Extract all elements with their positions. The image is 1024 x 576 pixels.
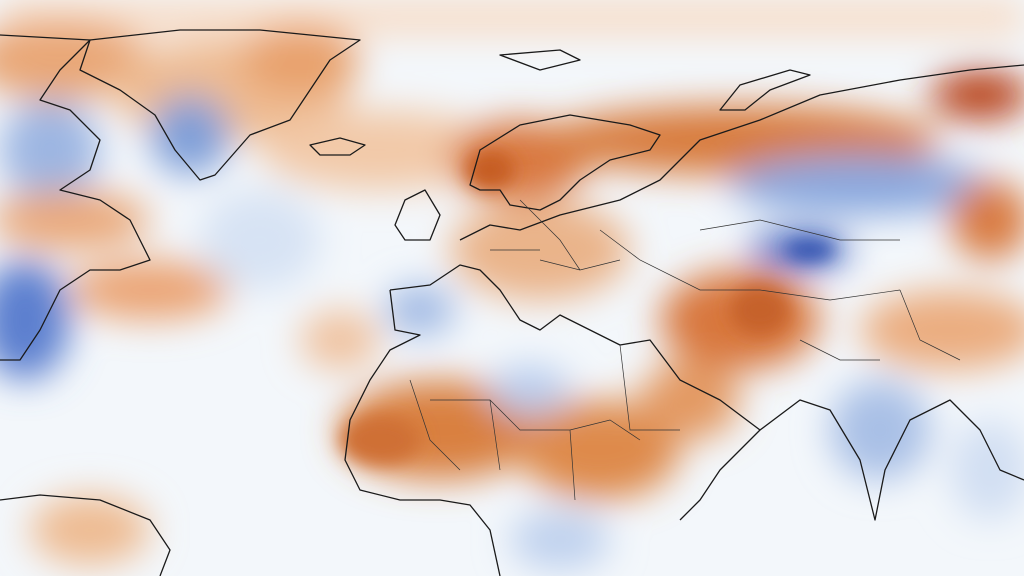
borders bbox=[409, 199, 961, 501]
coastlines bbox=[0, 29, 1024, 576]
anomaly-detail bbox=[340, 150, 835, 465]
